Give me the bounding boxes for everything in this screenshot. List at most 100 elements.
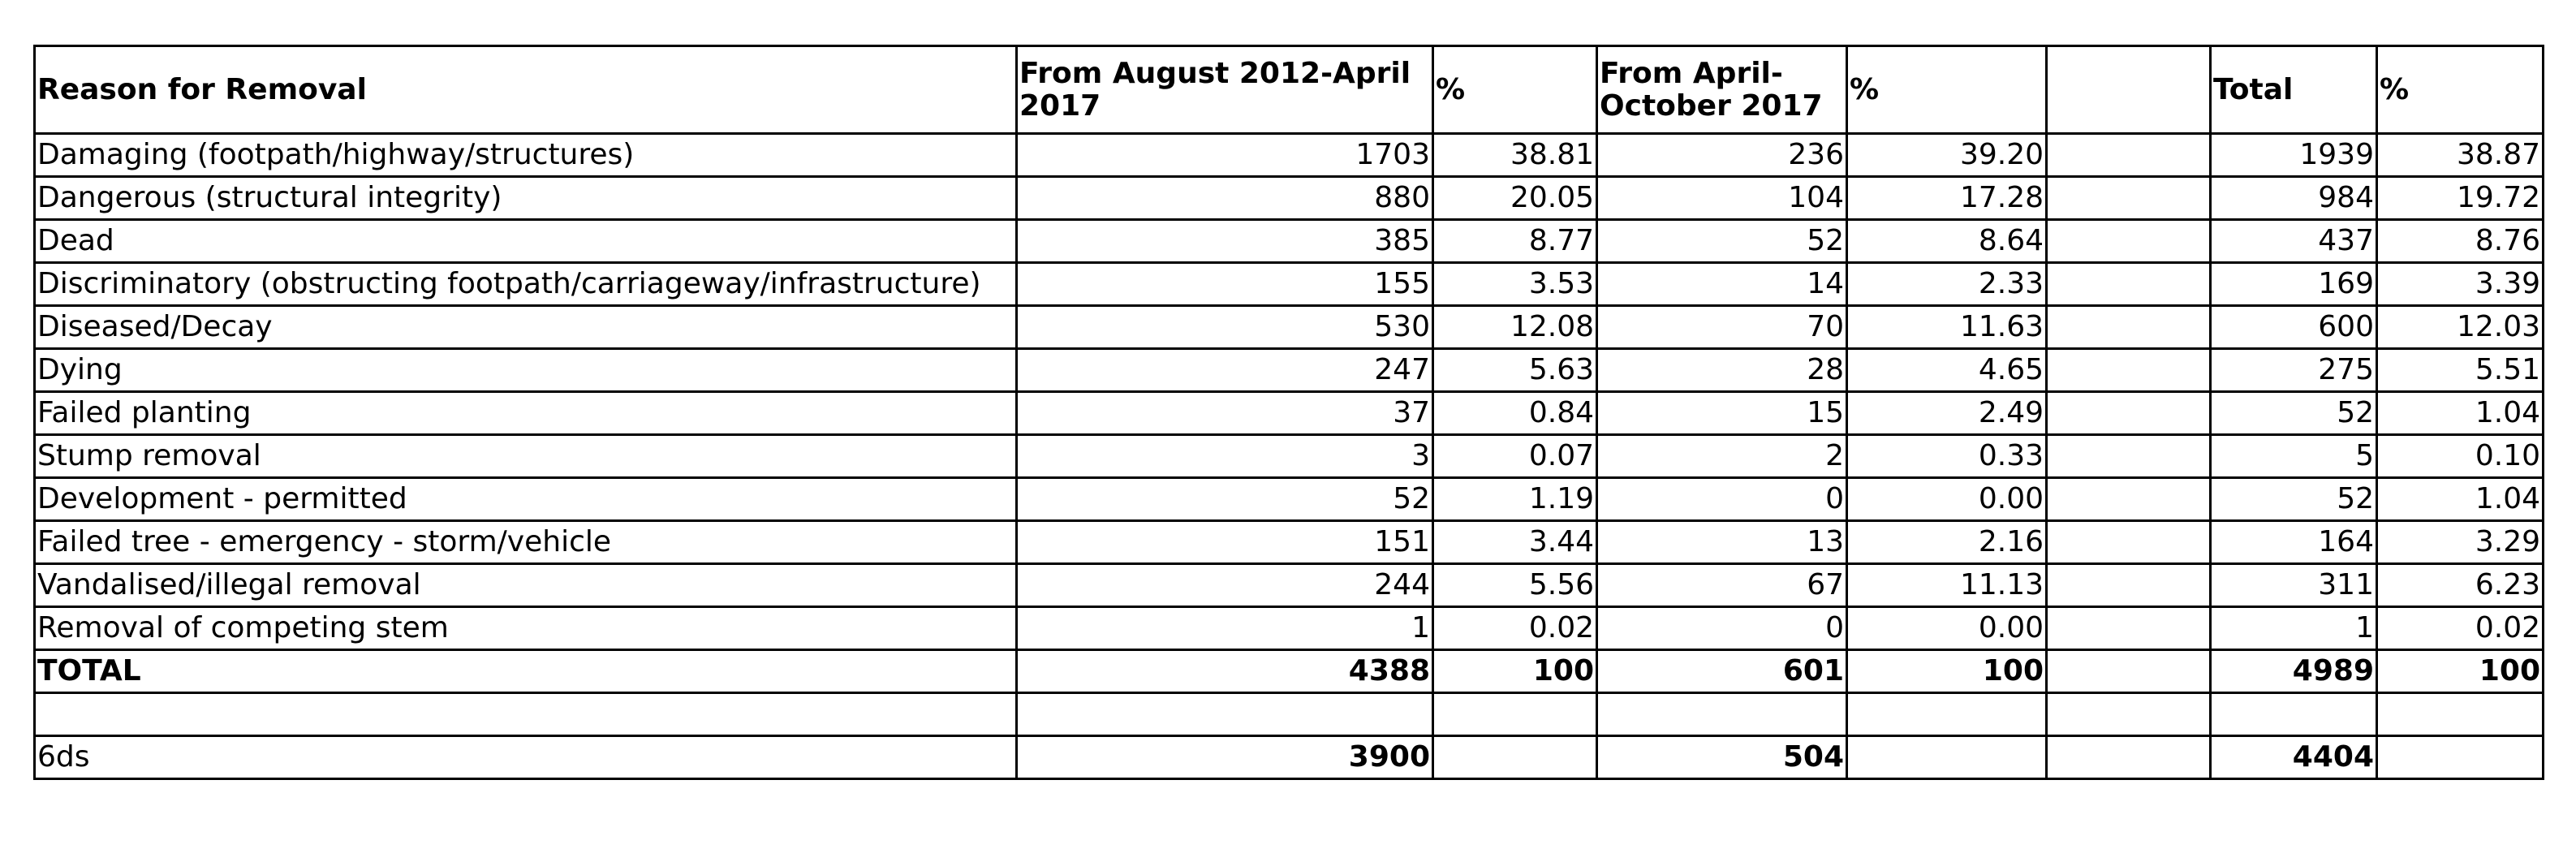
table-cell: 52 (1015, 476, 1434, 522)
table-cell (2376, 735, 2544, 780)
table-cell: 385 (1015, 218, 1434, 264)
table-cell: 13 (1596, 519, 1848, 565)
table-cell: 2 (1596, 433, 1848, 479)
table-cell (1015, 692, 1434, 737)
table-cell: 0.00 (1846, 476, 2048, 522)
table-cell: Stump removal (33, 433, 1018, 479)
table-cell: 0 (1596, 476, 1848, 522)
table-row: Dying 247 5.63 28 4.65 275 5.51 (33, 347, 2544, 393)
table-cell (2045, 476, 2212, 522)
table-cell: 8.64 (1846, 218, 2048, 264)
table-row: Dangerous (structural integrity) 880 20.05… (33, 175, 2544, 221)
table-cell: 880 (1015, 175, 1434, 221)
table-cell: 8.76 (2376, 218, 2544, 264)
table-cell (2045, 347, 2212, 393)
table-cell: 2.33 (1846, 261, 2048, 307)
table-row: 6ds 3900 504 4404 (33, 735, 2544, 780)
table-cell: 3.53 (1432, 261, 1598, 307)
table-cell: 4388 (1015, 649, 1434, 694)
table-cell: 70 (1596, 304, 1848, 350)
table-cell: Damaging (footpath/highway/structures) (33, 132, 1018, 178)
table-cell: TOTAL (33, 649, 1018, 694)
table-cell: 437 (2209, 218, 2378, 264)
table-cell: Dangerous (structural integrity) (33, 175, 1018, 221)
table-cell: 17.28 (1846, 175, 2048, 221)
table-row: Removal of competing stem 1 0.02 0 0.00 1 0.02 (33, 606, 2544, 651)
table-cell: 600 (2209, 304, 2378, 350)
table-cell (2045, 692, 2212, 737)
table-cell (2045, 606, 2212, 651)
table-cell: 1.19 (1432, 476, 1598, 522)
table-row: Damaging (footpath/highway/structures) 17… (33, 132, 2544, 178)
table-cell: 38.87 (2376, 132, 2544, 178)
table-cell: 530 (1015, 304, 1434, 350)
table-cell: From April-October 2017 (1596, 45, 1848, 135)
table-cell: Failed planting (33, 390, 1018, 436)
table-cell (1432, 735, 1598, 780)
table-row: Development - permitted 52 1.19 0 0.00 52 1.04 (33, 476, 2544, 522)
table-cell: Diseased/Decay (33, 304, 1018, 350)
table-cell: 0.10 (2376, 433, 2544, 479)
table-cell: % (1846, 45, 2048, 135)
table-row (33, 692, 2544, 737)
table-cell: 0.07 (1432, 433, 1598, 479)
table-cell: Failed tree - emergency - storm/vehicle (33, 519, 1018, 565)
table-cell (2045, 649, 2212, 694)
table-cell: Dying (33, 347, 1018, 393)
table-cell: Vandalised/illegal removal (33, 562, 1018, 608)
table-cell: 1 (2209, 606, 2378, 651)
table-body: Damaging (footpath/highway/structures) 17… (33, 132, 2544, 780)
table-row: Vandalised/illegal removal 244 5.56 67 11.13… (33, 562, 2544, 608)
table-cell: 12.03 (2376, 304, 2544, 350)
table-cell: 52 (2209, 390, 2378, 436)
table-row: TOTAL 4388 100 601 100 4989 100 (33, 649, 2544, 694)
table-cell: 8.77 (1432, 218, 1598, 264)
table-cell: Reason for Removal (33, 45, 1018, 135)
table-cell: 0.02 (2376, 606, 2544, 651)
table-cell: 28 (1596, 347, 1848, 393)
table-cell: 275 (2209, 347, 2378, 393)
table-cell: 3.39 (2376, 261, 2544, 307)
table-cell (2376, 692, 2544, 737)
removal-table: Reason for Removal From August 2012-April… (33, 45, 2544, 780)
table-cell: 3.44 (1432, 519, 1598, 565)
table-cell: 104 (1596, 175, 1848, 221)
table-row: Failed tree - emergency - storm/vehicle 1… (33, 519, 2544, 565)
table-cell: Total (2209, 45, 2378, 135)
table-cell (2045, 519, 2212, 565)
table-cell: 6ds (33, 735, 1018, 780)
table-cell: 311 (2209, 562, 2378, 608)
table-cell (2045, 304, 2212, 350)
table-cell: 5.63 (1432, 347, 1598, 393)
table-cell: Removal of competing stem (33, 606, 1018, 651)
table-cell: 100 (1846, 649, 2048, 694)
table-cell: 1 (1015, 606, 1434, 651)
table-cell: From August 2012-April 2017 (1015, 45, 1434, 135)
table-cell: 236 (1596, 132, 1848, 178)
table-cell: 2.49 (1846, 390, 2048, 436)
table-cell: 100 (2376, 649, 2544, 694)
table-cell: 0.00 (1846, 606, 2048, 651)
table-cell: 4.65 (1846, 347, 2048, 393)
table-cell (2045, 218, 2212, 264)
table-cell: 11.63 (1846, 304, 2048, 350)
table-cell: 1.04 (2376, 390, 2544, 436)
table-cell: 38.81 (1432, 132, 1598, 178)
table-header: Reason for Removal From August 2012-April… (33, 45, 2544, 135)
table-row: Stump removal 3 0.07 2 0.33 5 0.10 (33, 433, 2544, 479)
table-cell (2045, 132, 2212, 178)
table-cell: 3900 (1015, 735, 1434, 780)
table-cell: 5.51 (2376, 347, 2544, 393)
table-cell (2045, 175, 2212, 221)
table-cell: 155 (1015, 261, 1434, 307)
table-cell: 100 (1432, 649, 1598, 694)
table-cell: 244 (1015, 562, 1434, 608)
table-row: Discriminatory (obstructing footpath/car… (33, 261, 2544, 307)
table-cell: 52 (1596, 218, 1848, 264)
table-cell: 151 (1015, 519, 1434, 565)
table-cell: 52 (2209, 476, 2378, 522)
table-cell: 19.72 (2376, 175, 2544, 221)
table-row: Dead 385 8.77 52 8.64 437 8.76 (33, 218, 2544, 264)
table-cell: 247 (1015, 347, 1434, 393)
table-cell: % (1432, 45, 1598, 135)
